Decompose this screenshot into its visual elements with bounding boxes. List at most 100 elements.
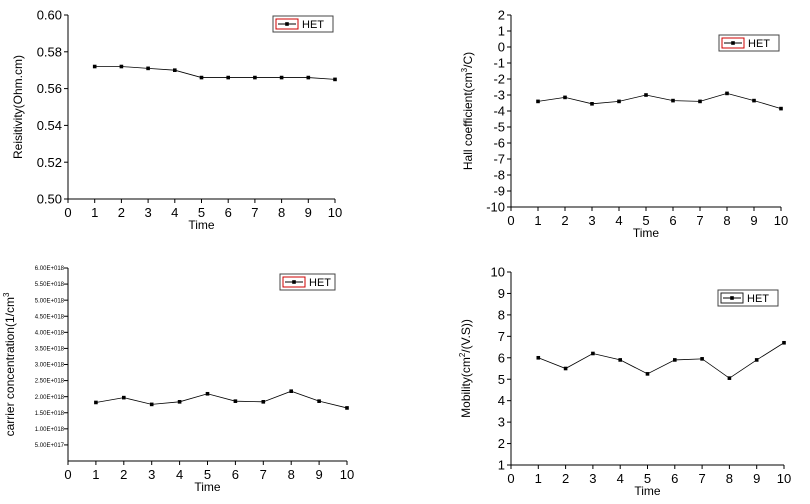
x-tick-label: 10 [774, 213, 788, 228]
data-point [253, 75, 257, 80]
y-tick-label: 7 [498, 329, 505, 344]
data-point [94, 400, 98, 405]
y-tick-label: 1 [498, 24, 505, 39]
y-tick-label: 4 [498, 393, 505, 408]
data-point [617, 99, 621, 104]
x-tick-label: 9 [305, 205, 312, 220]
legend-box [272, 15, 334, 33]
y-tick-label: -3 [493, 88, 505, 103]
legend: HET [279, 273, 336, 291]
data-point [317, 399, 321, 403]
y-tick-label: 10 [491, 265, 505, 280]
data-point [279, 75, 284, 80]
data-point [700, 357, 704, 361]
x-tick-label: 0 [64, 205, 71, 220]
x-tick-label: 1 [92, 467, 99, 482]
y-tick-label: 0.60 [37, 8, 62, 23]
data-point [177, 400, 182, 404]
x-tick-label: 3 [144, 205, 151, 220]
x-tick-label: 5 [644, 471, 651, 486]
legend-swatch-frame [721, 37, 745, 49]
y-axis-title-sup: 2 [458, 352, 467, 357]
chart-1: 0 1 2 3 4 5 6 7 8 9 10 0.50 0.52 0.54 0.56 0.58 0.60 Time… [11, 8, 342, 232]
series-line-het [538, 342, 785, 379]
data-point [205, 391, 210, 396]
y-tick-label: 4.50E+018 [35, 314, 65, 320]
data-point [149, 402, 154, 407]
y-tick-label: -6 [493, 136, 505, 151]
y-tick-label: 2.50E+018 [35, 379, 65, 385]
y-tick-label: 4.00E+018 [35, 330, 65, 336]
x-tick-label: 7 [251, 205, 258, 220]
legend-box [717, 289, 779, 307]
legend-label: HET [309, 277, 331, 289]
x-tick-label: 10 [777, 471, 791, 486]
data-point [122, 395, 126, 400]
data-point [146, 66, 150, 71]
x-tick-label: 1 [535, 471, 542, 486]
chart-3: 0 1 2 3 4 5 6 7 8 9 10 5.00E+017 1.00E+018 1.50E+018 2… [2, 266, 354, 494]
x-tick-label: 8 [278, 205, 285, 220]
x-tick-label: 5 [204, 467, 211, 482]
series-line-het [95, 390, 348, 409]
legend-swatch-frame [282, 276, 306, 288]
y-tick-label: -4 [493, 104, 505, 119]
y-tick-label: 0.56 [37, 81, 62, 96]
x-tick-label: 10 [340, 467, 354, 482]
data-point [345, 406, 349, 410]
data-point [727, 376, 732, 380]
x-tick-label: 4 [615, 213, 622, 228]
x-tick-label: 6 [671, 471, 678, 486]
data-point [725, 91, 729, 96]
x-axis-title: Time [188, 218, 215, 232]
x-tick-label: 9 [753, 471, 760, 486]
y-axis-title-sup: 3 [460, 67, 469, 72]
x-tick-label: 1 [534, 213, 541, 228]
data-point [233, 399, 238, 403]
data-point [563, 366, 568, 371]
data-point [536, 99, 540, 104]
data-point [698, 99, 702, 104]
data-point [644, 93, 648, 97]
y-tick-label: 0.58 [37, 44, 62, 59]
legend-box [279, 273, 336, 291]
y-tick-label: 3.00E+018 [35, 363, 65, 369]
legend-swatch-frame [720, 292, 744, 304]
y-tick-label: 2 [498, 8, 505, 23]
y-tick-label: -5 [493, 120, 505, 135]
x-tick-label: 3 [589, 471, 596, 486]
y-tick-label: 6.00E+018 [35, 266, 65, 272]
y-tick-label: 9 [498, 286, 505, 301]
data-point [618, 358, 622, 362]
x-tick-label: 8 [723, 213, 730, 228]
y-tick-label: -9 [493, 184, 505, 199]
y-axis-title: Mobility(cm2/(V.S)) [458, 319, 473, 418]
data-point [226, 75, 230, 80]
y-tick-label: 2 [498, 436, 505, 451]
data-point [645, 372, 650, 376]
x-tick-label: 9 [315, 467, 322, 482]
x-tick-label: 0 [507, 213, 514, 228]
data-point [591, 351, 595, 356]
data-point [752, 98, 756, 103]
x-tick-label: 2 [120, 467, 127, 482]
y-tick-label: 3.50E+018 [35, 347, 65, 353]
x-tick-label: 3 [148, 467, 155, 482]
y-tick-label: 1.50E+018 [35, 411, 65, 417]
data-point [779, 106, 783, 111]
data-point [590, 102, 594, 106]
x-tick-label: 2 [118, 205, 125, 220]
legend-marker [730, 296, 734, 300]
x-tick-label: 6 [669, 213, 676, 228]
y-axis-title: Hall coefficient(cm3/C) [460, 52, 475, 170]
y-tick-label: -10 [486, 200, 505, 215]
y-axis-title-part: /C) [461, 52, 475, 68]
data-point [173, 68, 177, 72]
y-tick-label: -8 [493, 168, 505, 183]
data-point [333, 77, 337, 82]
y-tick-label: 5.50E+018 [35, 282, 65, 288]
legend: HET [717, 289, 779, 307]
x-tick-label: 0 [64, 467, 71, 482]
y-tick-label: 6 [498, 350, 505, 365]
